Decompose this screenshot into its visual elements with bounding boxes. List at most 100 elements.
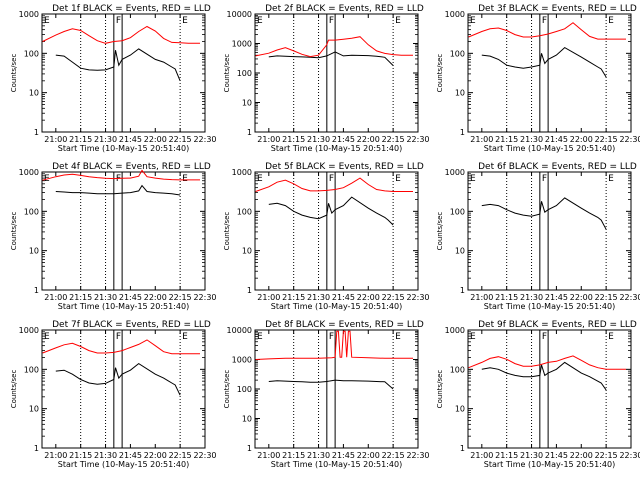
x-axis-label: Start Time (10-May-15 20:51:40) [271,302,402,311]
series-events-line [55,184,181,196]
y-axis-label: Counts/sec [223,212,231,251]
marker-label-f: F [329,174,334,184]
x-tick-label: 21:00 [470,293,493,302]
x-tick-label: 21:00 [470,135,493,144]
y-tick-label: 1 [460,444,465,453]
y-axis-label: Counts/sec [223,370,231,409]
marker-label-e1: E [44,16,50,26]
y-tick-label: 1000 [445,168,465,177]
panel-5: Det 5f BLACK = Events, RED = LLD 1 10 100 10… [223,162,430,311]
x-tick-label: 22:15 [169,293,192,302]
x-axis-label: Start Time (10-May-15 20:51:40) [484,144,615,153]
x-tick-label: 21:15 [282,451,305,460]
x-tick-label: 21:45 [332,135,355,144]
x-axis-label: Start Time (10-May-15 20:51:40) [58,460,189,469]
series-lld-line [255,177,413,192]
x-tick-label: 22:00 [144,451,167,460]
y-tick-label: 1 [34,286,39,295]
y-tick-label: 10 [455,405,465,414]
series-lld-line [42,25,200,44]
y-tick-label: 10000 [227,326,252,335]
x-tick-label: 21:15 [69,135,92,144]
y-tick-label: 100 [24,207,39,216]
y-tick-label: 1 [460,128,465,137]
y-tick-label: 10 [455,247,465,256]
marker-label-e1: E [470,16,476,26]
marker-label-e2: E [395,16,401,26]
plot-frame [254,171,419,291]
x-tick-label: 21:15 [282,293,305,302]
y-tick-label: 1000 [232,168,252,177]
y-tick-label: 1 [34,444,39,453]
x-tick-label: 22:30 [406,135,429,144]
y-tick-label: 1 [247,444,252,453]
y-tick-label: 100 [450,49,465,58]
marker-label-e2: E [395,174,401,184]
x-axis-label: Start Time (10-May-15 20:51:40) [484,460,615,469]
panel-title: Det 4f BLACK = Events, RED = LLD [52,162,211,172]
y-tick-label: 10 [242,247,252,256]
x-axis-label: Start Time (10-May-15 20:51:40) [58,144,189,153]
marker-label-e1: E [470,174,476,184]
x-tick-label: 21:45 [545,135,568,144]
plot-frame [467,171,632,291]
x-tick-label: 22:00 [144,135,167,144]
x-tick-label: 22:30 [406,293,429,302]
y-tick-label: 1000 [232,356,252,365]
plot-frame [41,171,206,291]
marker-label-e1: E [44,332,50,342]
x-tick-label: 21:30 [520,451,543,460]
x-tick-label: 21:30 [307,135,330,144]
x-axis-label: Start Time (10-May-15 20:51:40) [58,302,189,311]
y-tick-label: 10 [455,89,465,98]
panel-4: Det 4f BLACK = Events, RED = LLD 1 10 100 10… [10,162,217,311]
y-tick-label: 1 [34,128,39,137]
marker-label-f: F [542,16,547,26]
x-tick-label: 22:15 [382,451,405,460]
series-lld-line [468,355,626,370]
x-tick-label: 22:30 [619,451,640,460]
y-tick-label: 100 [24,365,39,374]
marker-label-f: F [542,332,547,342]
panel-title: Det 7f BLACK = Events, RED = LLD [52,320,211,330]
x-tick-label: 21:15 [495,135,518,144]
marker-label-e1: E [257,174,263,184]
marker-label-e1: E [257,332,263,342]
series-lld-line [255,36,413,58]
x-tick-label: 22:15 [382,293,405,302]
x-tick-label: 21:30 [520,135,543,144]
series-events-line [55,362,181,396]
y-tick-label: 1000 [19,10,39,19]
panel-title: Det 6f BLACK = Events, RED = LLD [478,162,637,172]
marker-label-e2: E [182,16,188,26]
series-events-line [268,379,394,390]
y-tick-label: 100 [237,385,252,394]
x-tick-label: 22:00 [357,451,380,460]
x-tick-label: 22:00 [570,451,593,460]
y-tick-label: 1 [247,286,252,295]
x-tick-label: 22:30 [193,293,216,302]
y-tick-label: 10 [242,415,252,424]
panel-title: Det 9f BLACK = Events, RED = LLD [478,320,637,330]
x-tick-label: 22:15 [169,135,192,144]
x-tick-label: 22:30 [619,135,640,144]
x-tick-label: 21:45 [119,293,142,302]
panel-7: Det 7f BLACK = Events, RED = LLD 1 10 100 10… [10,320,217,469]
series-events-line [268,196,394,226]
series-lld-line [42,169,200,181]
y-tick-label: 1000 [19,168,39,177]
y-tick-label: 10 [29,405,39,414]
marker-label-f: F [329,16,334,26]
x-tick-label: 21:00 [44,135,67,144]
x-axis-label: Start Time (10-May-15 20:51:40) [271,144,402,153]
x-tick-label: 21:45 [119,135,142,144]
y-tick-label: 10000 [227,10,252,19]
y-tick-label: 1 [247,128,252,137]
y-tick-label: 1000 [19,326,39,335]
plot-frame [467,13,632,133]
marker-label-e2: E [182,332,188,342]
x-tick-label: 22:00 [357,135,380,144]
series-events-line [55,48,181,81]
x-tick-label: 21:15 [282,135,305,144]
